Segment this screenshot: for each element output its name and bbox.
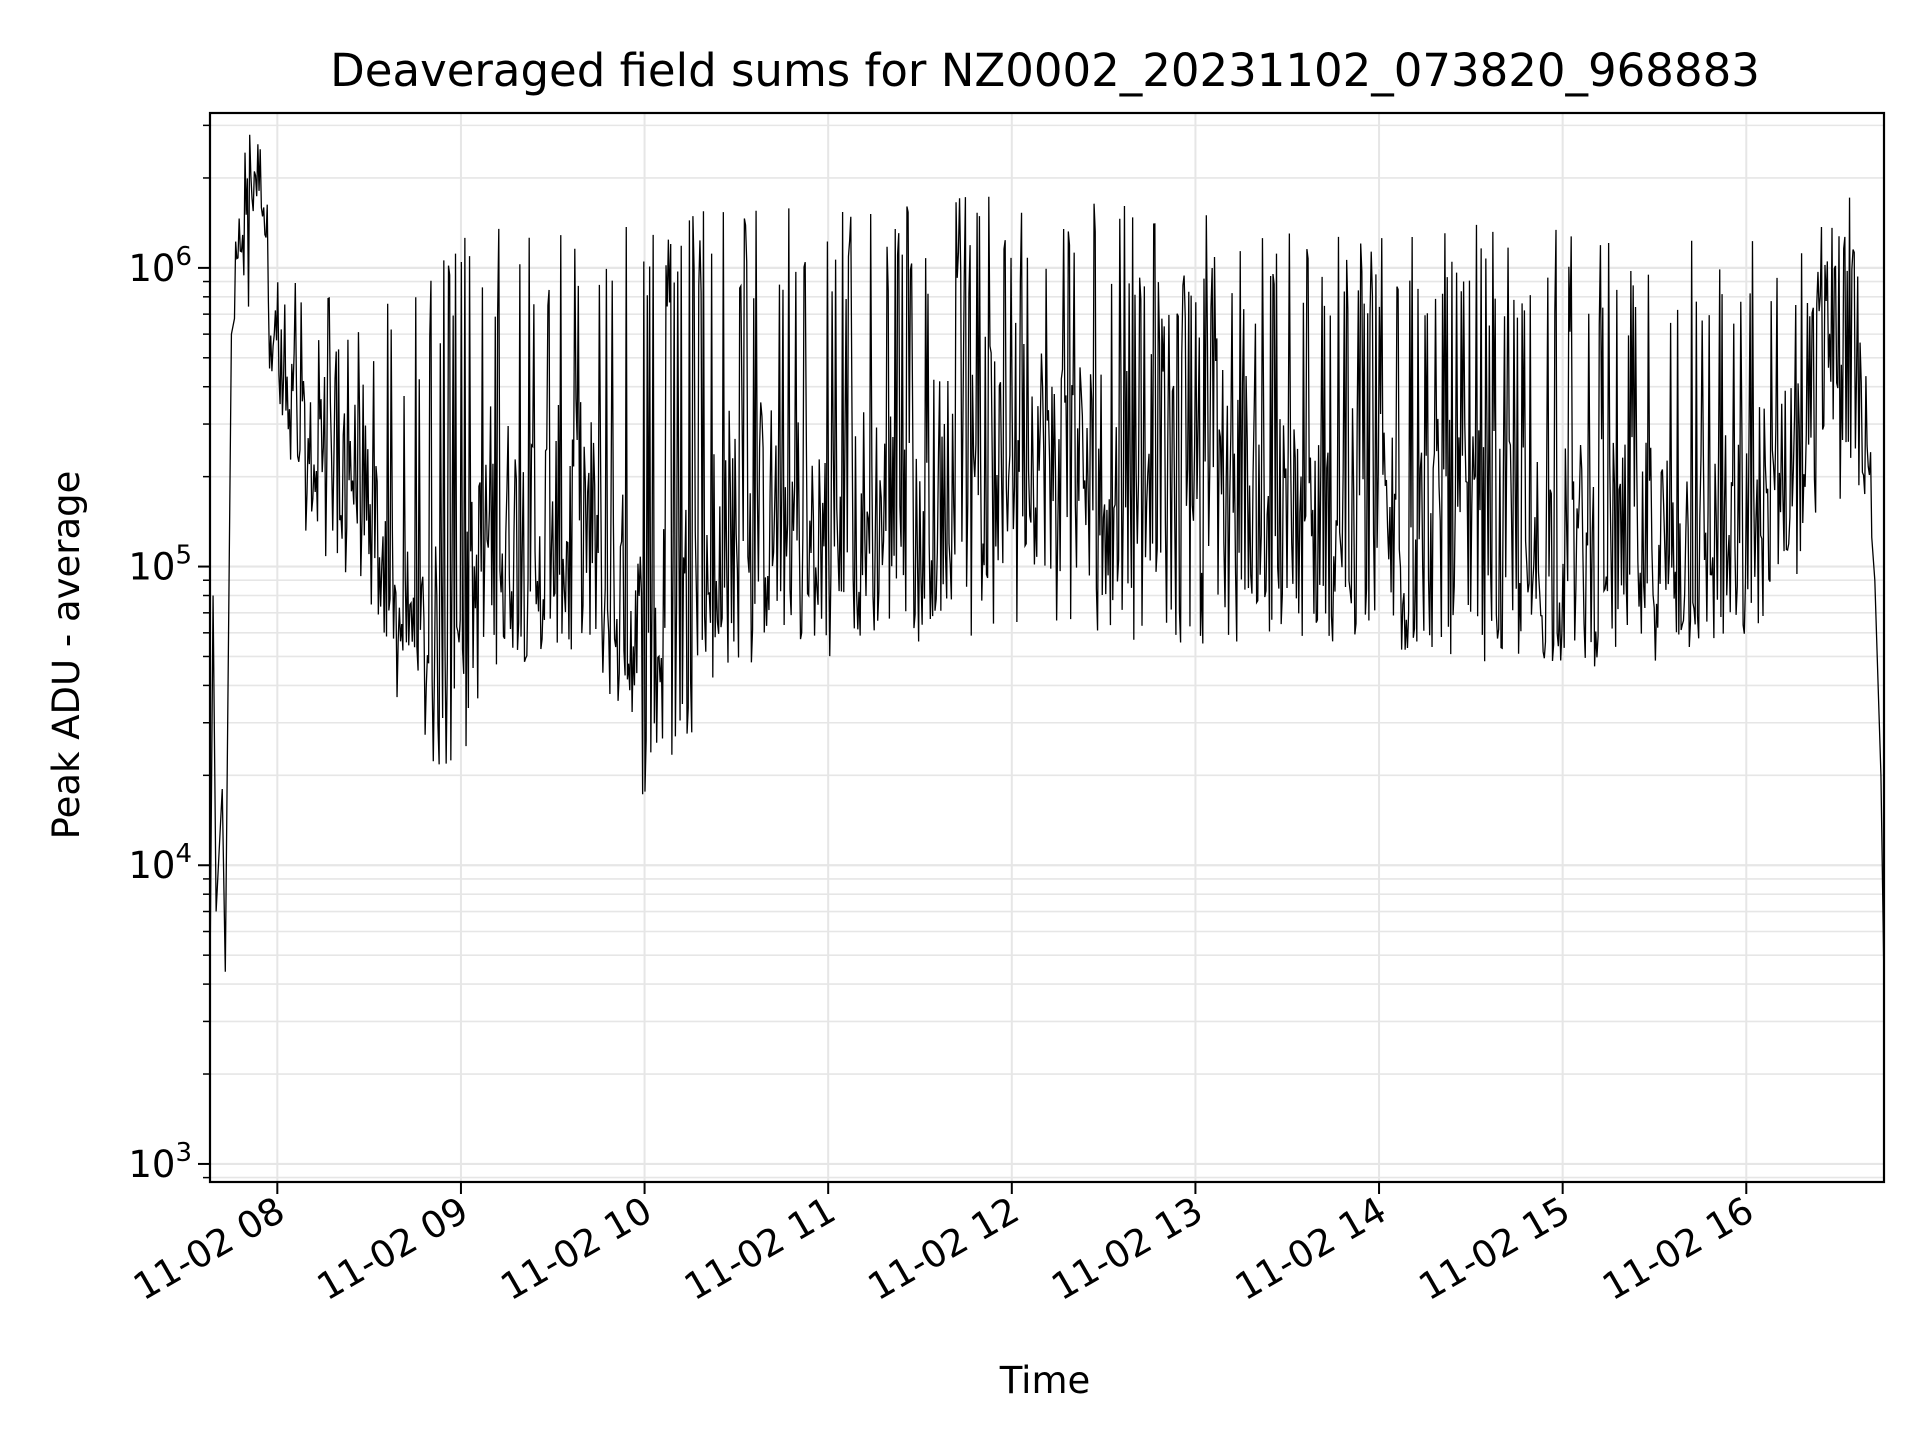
chart-title: Deaveraged field sums for NZ0002_2023110… <box>330 44 1760 97</box>
x-tick-label: 11-02 12 <box>861 1189 1027 1309</box>
data-series-line <box>210 134 1884 985</box>
x-tick-label: 11-02 14 <box>1228 1189 1394 1309</box>
grid-lines <box>210 113 1884 1182</box>
x-axis-label: Time <box>999 1359 1091 1402</box>
plot-frame <box>208 111 1886 1184</box>
y-tick-label: 106 <box>128 242 192 290</box>
y-tick-label: 104 <box>128 839 192 887</box>
y-tick-label: 105 <box>128 541 192 589</box>
x-tick-label: 11-02 11 <box>677 1189 843 1309</box>
x-tick-label: 11-02 08 <box>126 1189 292 1309</box>
x-tick-label: 11-02 15 <box>1412 1189 1578 1309</box>
y-ticks-group: 103 104 105 106 <box>128 124 210 1186</box>
x-ticks-group: 11-02 08 11-02 09 11-02 10 11-02 11 11-02 12… <box>126 1182 1761 1309</box>
x-tick-label: 11-02 16 <box>1595 1189 1761 1309</box>
y-tick-label: 103 <box>128 1138 192 1186</box>
series-line-group <box>210 134 1884 985</box>
y-axis-label: Peak ADU - average <box>45 471 88 840</box>
x-tick-label: 11-02 13 <box>1044 1189 1210 1309</box>
axes-group <box>208 111 1886 1184</box>
x-tick-label: 11-02 09 <box>310 1189 476 1309</box>
x-tick-label: 11-02 10 <box>493 1189 659 1309</box>
